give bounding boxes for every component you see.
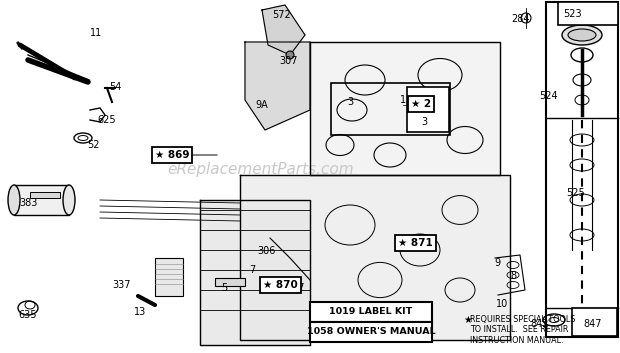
Ellipse shape — [291, 281, 299, 289]
Bar — [546, 2, 618, 337]
Bar — [30, 192, 60, 198]
Text: ★ 2: ★ 2 — [411, 99, 431, 109]
Text: ★ 869: ★ 869 — [155, 150, 189, 160]
Polygon shape — [262, 5, 305, 55]
Ellipse shape — [63, 185, 75, 215]
Bar — [310, 302, 432, 322]
Text: 847: 847 — [584, 319, 602, 329]
Text: 52: 52 — [87, 140, 99, 150]
Bar — [155, 258, 183, 296]
Ellipse shape — [286, 51, 294, 59]
Text: 7: 7 — [249, 265, 255, 275]
Text: 1058 OWNER'S MANUAL: 1058 OWNER'S MANUAL — [307, 328, 435, 336]
Text: 625: 625 — [98, 115, 117, 125]
Text: 3: 3 — [347, 97, 353, 107]
Ellipse shape — [568, 29, 596, 41]
Text: 8: 8 — [510, 271, 516, 281]
Text: 10: 10 — [496, 299, 508, 309]
Text: 11: 11 — [90, 28, 102, 38]
Polygon shape — [240, 175, 510, 340]
Bar — [215, 278, 245, 286]
Text: 572: 572 — [273, 10, 291, 20]
Bar — [572, 308, 617, 336]
Text: ★: ★ — [463, 315, 472, 325]
Bar — [14, 185, 69, 215]
Polygon shape — [200, 200, 310, 345]
Text: ★ 871: ★ 871 — [397, 238, 432, 248]
Text: 13: 13 — [134, 307, 146, 317]
Text: 306: 306 — [257, 246, 275, 256]
Text: 524: 524 — [539, 91, 559, 101]
Text: 842: 842 — [531, 319, 549, 329]
Text: 5: 5 — [221, 283, 227, 293]
Bar — [558, 2, 618, 25]
Text: 635: 635 — [19, 310, 37, 320]
Text: ★ 870: ★ 870 — [263, 280, 298, 290]
Text: 9A: 9A — [255, 100, 268, 110]
Polygon shape — [310, 42, 500, 175]
Text: 525: 525 — [567, 188, 585, 198]
Text: 54: 54 — [109, 82, 121, 92]
Bar — [310, 322, 432, 342]
Text: 383: 383 — [19, 198, 37, 208]
Text: 284: 284 — [512, 14, 530, 24]
Text: 9: 9 — [494, 258, 500, 268]
Text: 1019 LABEL KIT: 1019 LABEL KIT — [329, 307, 413, 317]
Text: 337: 337 — [113, 280, 131, 290]
Text: 523: 523 — [564, 9, 582, 19]
Polygon shape — [245, 42, 310, 130]
Ellipse shape — [8, 185, 20, 215]
Text: eReplacementParts.com: eReplacementParts.com — [167, 162, 354, 177]
Bar — [407, 87, 449, 132]
Text: 3: 3 — [421, 117, 427, 127]
Text: 1: 1 — [400, 95, 406, 105]
Text: REQUIRES SPECIAL TOOLS
TO INSTALL.  SEE REPAIR
INSTRUCTION MANUAL.: REQUIRES SPECIAL TOOLS TO INSTALL. SEE R… — [470, 315, 575, 345]
Bar — [331, 83, 450, 135]
Ellipse shape — [562, 25, 602, 45]
Text: 307: 307 — [286, 283, 305, 293]
Text: 307: 307 — [280, 56, 298, 66]
